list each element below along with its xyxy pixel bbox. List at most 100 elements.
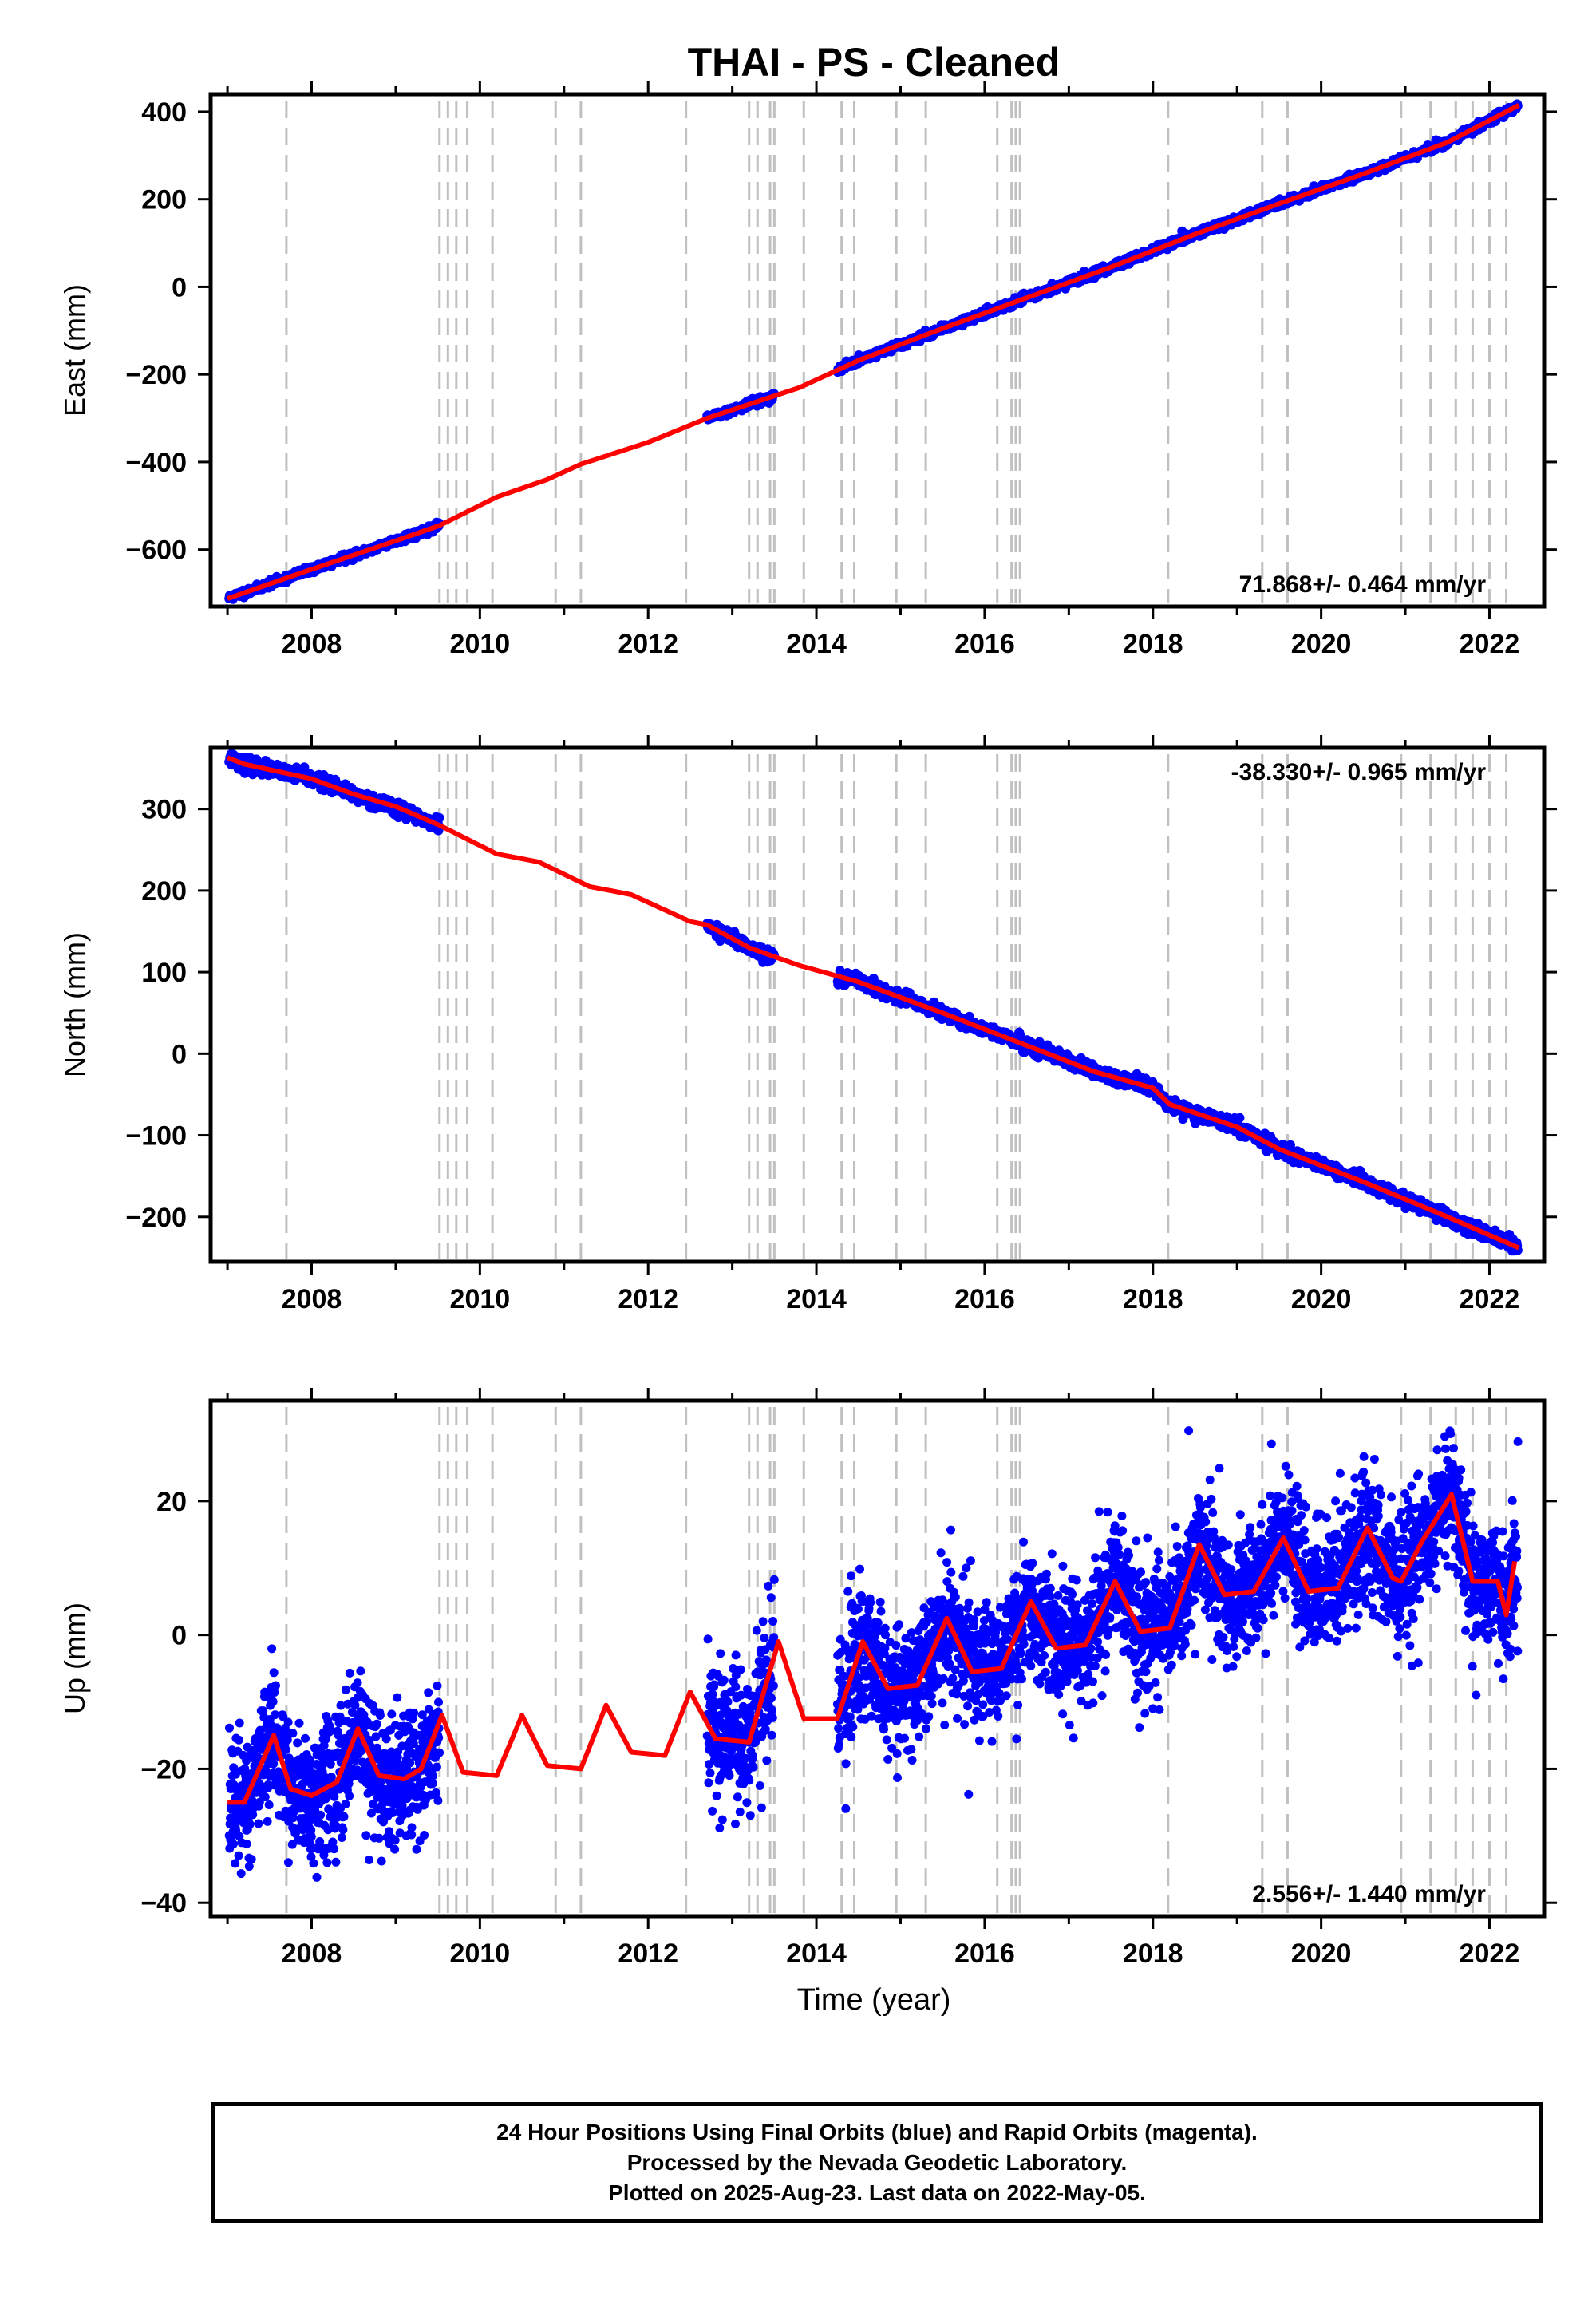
data-point xyxy=(1286,1140,1295,1150)
data-point xyxy=(366,1808,376,1818)
data-point xyxy=(254,1819,263,1828)
data-point xyxy=(345,1668,354,1678)
x-tick-label: 2016 xyxy=(954,1284,1015,1314)
data-point xyxy=(306,1832,316,1841)
data-point xyxy=(260,1792,270,1802)
y-tick-label: 200 xyxy=(141,876,187,907)
data-point xyxy=(264,1800,274,1809)
data-point xyxy=(350,1701,360,1710)
data-point xyxy=(294,1718,304,1728)
data-point xyxy=(283,1717,293,1727)
data-point xyxy=(283,1858,293,1867)
data-point xyxy=(330,1792,339,1801)
data-point xyxy=(234,1851,243,1860)
data-point xyxy=(309,1859,318,1868)
data-point xyxy=(281,1745,290,1754)
panel-up: 2008 2010 2012 2014 2016 2018 2020 2022−40−2002… xyxy=(58,1388,1557,1969)
data-point xyxy=(248,1810,258,1820)
data-point xyxy=(347,1708,357,1717)
data-point xyxy=(259,1706,268,1716)
data-point xyxy=(271,1710,280,1720)
data-point xyxy=(341,1800,350,1808)
x-tick-label: 2010 xyxy=(450,1284,511,1314)
y-tick-label: 300 xyxy=(141,795,187,825)
data-point xyxy=(225,1723,234,1733)
scatter-points xyxy=(224,99,1523,604)
scatter-points xyxy=(224,1426,1523,1882)
data-point xyxy=(372,1719,381,1729)
y-axis-label: East (mm) xyxy=(58,284,91,417)
y-axis-label: North (mm) xyxy=(58,932,91,1077)
data-point xyxy=(228,1840,238,1849)
data-point xyxy=(247,1855,256,1864)
data-point xyxy=(270,1688,279,1697)
x-tick-label: 2008 xyxy=(282,1284,342,1314)
x-tick-label: 2018 xyxy=(1123,629,1183,659)
data-point xyxy=(234,1735,243,1745)
data-point xyxy=(336,1701,346,1710)
data-point xyxy=(301,1733,310,1743)
data-point xyxy=(306,1844,315,1854)
data-point xyxy=(263,1816,272,1826)
y-tick-label: −200 xyxy=(125,360,187,390)
x-tick-label: 2022 xyxy=(1460,1284,1520,1314)
x-axis: 2008 2010 2012 2014 2016 2018 2020 2022 xyxy=(226,81,1520,659)
rate-label: 71.868+/- 0.464 mm/yr xyxy=(1239,571,1487,598)
data-point xyxy=(335,1712,345,1721)
data-point xyxy=(338,1825,348,1835)
x-tick-label: 2018 xyxy=(1123,1284,1183,1314)
data-point xyxy=(345,1791,354,1800)
data-point xyxy=(324,1804,334,1814)
x-tick-label: 2014 xyxy=(786,629,847,659)
data-point xyxy=(326,1773,336,1782)
data-point xyxy=(339,1812,349,1821)
y-tick-label: −100 xyxy=(125,1121,187,1152)
plot-frame xyxy=(208,92,1547,609)
x-tick-label: 2016 xyxy=(954,629,1015,659)
data-point xyxy=(235,1718,244,1728)
event-lines xyxy=(285,754,1508,1259)
data-point xyxy=(371,1732,381,1741)
data-point xyxy=(316,1810,326,1820)
data-point xyxy=(359,1710,369,1720)
data-point xyxy=(236,1869,246,1879)
data-point xyxy=(242,1839,251,1848)
data-point xyxy=(365,1856,373,1864)
data-point xyxy=(377,1856,386,1866)
data-point xyxy=(374,1833,384,1843)
trend-line xyxy=(227,755,1520,1251)
data-point xyxy=(269,1668,279,1678)
y-tick-label: −200 xyxy=(125,1203,187,1233)
x-tick-label: 2008 xyxy=(282,629,342,659)
data-point xyxy=(337,1833,346,1842)
data-point xyxy=(376,1778,385,1788)
data-point xyxy=(269,1759,279,1769)
data-point xyxy=(361,1831,371,1840)
x-tick-label: 2022 xyxy=(1460,629,1520,659)
data-point xyxy=(231,1859,240,1868)
plot-frame xyxy=(208,745,1547,1264)
x-tick-label: 2012 xyxy=(618,629,678,659)
data-point xyxy=(381,1734,391,1744)
data-point xyxy=(330,1844,339,1854)
data-point xyxy=(244,1862,254,1871)
data-point xyxy=(385,1827,394,1836)
data-point xyxy=(267,1644,277,1654)
data-point xyxy=(326,1726,336,1735)
data-point xyxy=(293,1738,302,1748)
data-point xyxy=(356,1666,365,1676)
panel-east: 2008 2010 2012 2014 2016 2018 2020 2022−600−400… xyxy=(58,81,1557,659)
x-axis: 2008 2010 2012 2014 2016 2018 2020 2022 xyxy=(226,735,1520,1314)
x-tick-label: 2012 xyxy=(618,1284,678,1314)
data-point xyxy=(255,1797,264,1807)
data-point xyxy=(306,1759,315,1769)
chart-title: THAI - PS - Cleaned xyxy=(688,40,1061,85)
data-point xyxy=(375,1711,385,1720)
data-point xyxy=(288,1729,298,1738)
x-tick-label: 2020 xyxy=(1291,1284,1352,1314)
rate-label: -38.330+/- 0.965 mm/yr xyxy=(1231,759,1487,785)
data-point xyxy=(319,1850,329,1860)
